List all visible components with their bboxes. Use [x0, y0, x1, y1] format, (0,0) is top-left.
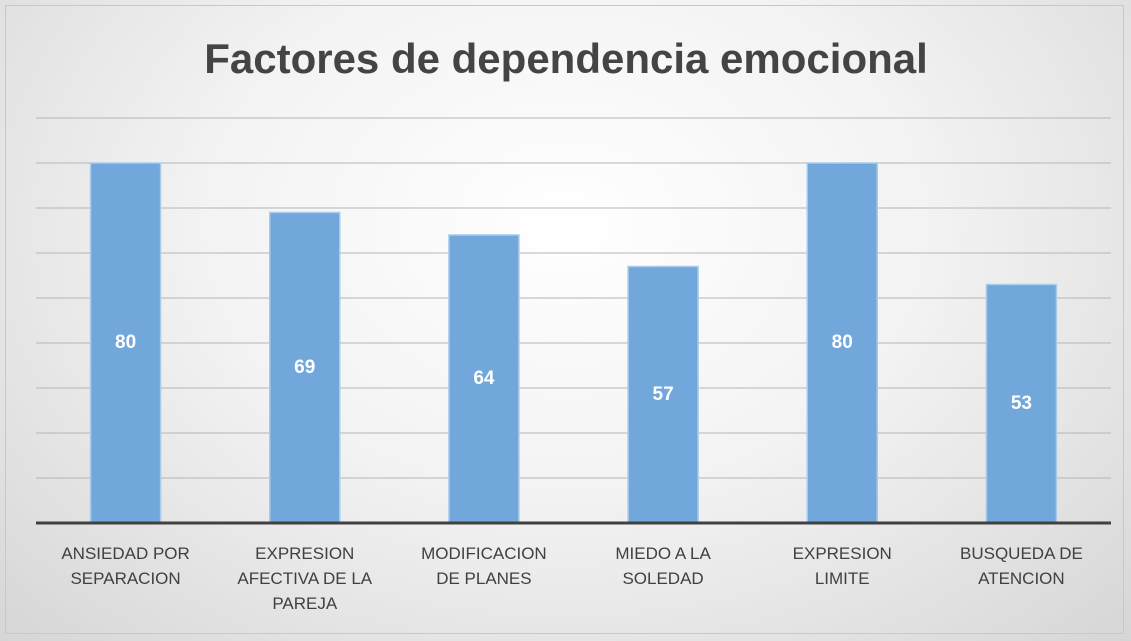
data-label: 64 — [473, 368, 495, 389]
bar — [89, 162, 162, 524]
x-tick-label: ANSIEDAD POR SEPARACION — [61, 544, 190, 588]
x-tick-label: MIEDO A LA SOLEDAD — [615, 544, 711, 588]
x-tick-label: BUSQUEDA DE ATENCION — [960, 544, 1083, 588]
bar — [985, 283, 1058, 524]
chart-title: Factores de dependencia emocional — [204, 35, 928, 82]
data-label: 57 — [653, 384, 674, 405]
x-tick-label: EXPRESION LIMITE — [792, 544, 892, 588]
data-label: 80 — [115, 332, 136, 353]
x-tick-label: EXPRESION AFECTIVA DE LA PAREJA — [237, 544, 373, 613]
data-label: 69 — [294, 357, 315, 378]
x-tick-label: MODIFICACION DE PLANES — [421, 544, 547, 588]
chart-frame — [5, 5, 1124, 634]
data-label: 53 — [1011, 393, 1032, 414]
bar — [806, 162, 878, 524]
data-label: 80 — [832, 332, 853, 353]
